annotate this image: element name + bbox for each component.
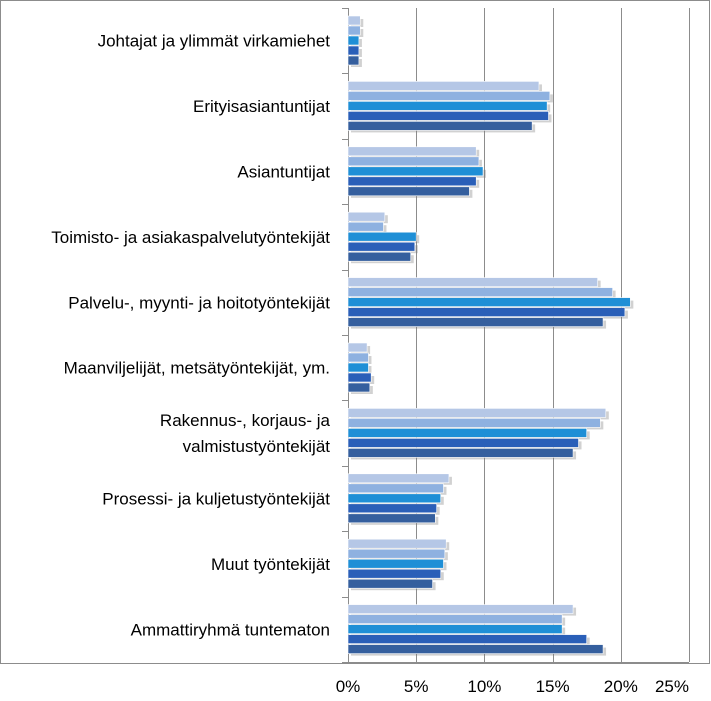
x-tick-label: 15%: [536, 677, 570, 696]
category-label: Johtajat ja ylimmät virkamiehet: [98, 32, 331, 51]
bar: [347, 372, 372, 383]
bar: [347, 221, 384, 232]
bar: [347, 568, 442, 579]
bar: [347, 634, 587, 644]
bar: [347, 15, 361, 26]
bar: [347, 503, 437, 514]
bar: [347, 418, 601, 428]
bar: [347, 428, 587, 438]
bar: [347, 483, 444, 494]
bar: [347, 352, 369, 363]
category-label: Toimisto- ja asiakaspalvelutyöntekijät: [51, 228, 330, 247]
bar: [347, 297, 631, 307]
x-tick-label: 0%: [336, 677, 361, 696]
bar: [347, 578, 433, 589]
category-label: Ammattiryhmä tuntematon: [131, 620, 330, 639]
bar: [347, 382, 371, 393]
bar: [347, 241, 416, 252]
bar: [347, 493, 442, 504]
bar: [347, 81, 540, 91]
bar: [347, 614, 563, 624]
x-tick-label: 25%: [655, 677, 689, 696]
category-label: Rakennus-, korjaus- ja: [160, 411, 331, 430]
x-tick-label: 10%: [467, 677, 501, 696]
bar: [347, 121, 533, 131]
bar: [347, 55, 360, 66]
bar: [347, 211, 386, 222]
bar: [347, 408, 607, 418]
bar: [347, 166, 484, 177]
category-label: Asiantuntijat: [237, 163, 330, 182]
bar: [347, 156, 480, 167]
bar: [347, 231, 417, 242]
category-label: valmistustyöntekijät: [183, 437, 331, 456]
chart-frame: [0, 0, 710, 664]
bar: [347, 101, 548, 111]
bar: [347, 45, 360, 56]
bar: [347, 644, 604, 654]
bar: [347, 91, 551, 101]
bar: [347, 362, 369, 373]
bar: [347, 438, 579, 448]
bar: [347, 604, 574, 614]
bar: [347, 317, 604, 327]
bar: [347, 186, 470, 197]
bar: [347, 287, 613, 297]
bar: [347, 251, 412, 262]
bar: [347, 342, 368, 353]
bar: [347, 176, 477, 187]
x-tick-label: 20%: [604, 677, 638, 696]
category-label: Maanviljelijät, metsätyöntekijät, ym.: [64, 359, 330, 378]
bar: [347, 513, 436, 524]
bar: [347, 146, 477, 157]
bar: [347, 448, 574, 458]
x-tick-label: 5%: [404, 677, 429, 696]
category-label: Erityisasiantuntijat: [193, 97, 330, 116]
bar: [347, 35, 360, 46]
bar: [347, 25, 361, 36]
category-label: Muut työntekijät: [211, 555, 330, 574]
category-label: Prosessi- ja kuljetustyöntekijät: [102, 490, 330, 509]
bar: [347, 538, 447, 549]
bar: [347, 624, 563, 634]
bar: [347, 548, 446, 559]
bar: [347, 111, 549, 121]
bar: [347, 473, 450, 484]
category-label: Palvelu-, myynti- ja hoitotyöntekijät: [68, 293, 330, 312]
bar: [347, 307, 626, 317]
bar: [347, 277, 598, 287]
bar: [347, 558, 444, 569]
